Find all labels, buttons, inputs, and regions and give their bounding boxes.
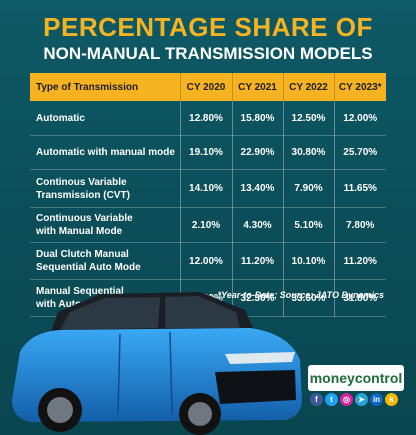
instagram-icon[interactable]: ◎ bbox=[340, 393, 353, 406]
header-cy2021: CY 2021 bbox=[232, 73, 284, 101]
cell-value: 7.90% bbox=[283, 169, 335, 208]
cell-value: 11.20% bbox=[232, 242, 284, 280]
cell-value: 19.10% bbox=[180, 135, 233, 170]
cell-value: 14.10% bbox=[180, 169, 233, 208]
koo-icon[interactable]: k bbox=[385, 393, 398, 406]
cell-value: 5.10% bbox=[283, 207, 335, 243]
cell-value: 4.30% bbox=[232, 207, 284, 243]
suv-car-illustration bbox=[12, 292, 302, 435]
table-header-row: Type of Transmission CY 2020 CY 2021 CY … bbox=[30, 73, 386, 101]
row-label: Continous Variable Transmission (CVT) bbox=[30, 169, 181, 208]
telegram-icon[interactable]: ➤ bbox=[355, 393, 368, 406]
cell-value: 33.60% bbox=[283, 279, 335, 317]
table-row: Continuous Variable with Manual Mode 2.10… bbox=[30, 207, 386, 243]
cell-value: 2.10% bbox=[180, 207, 233, 243]
cell-value: 12.00% bbox=[180, 242, 233, 280]
header-cy2023: CY 2023* bbox=[334, 73, 386, 101]
row-label: Automatic bbox=[30, 101, 181, 136]
cell-value: 11.65% bbox=[334, 169, 386, 208]
row-label: Continuous Variable with Manual Mode bbox=[30, 207, 181, 243]
row-label: Automatic with manual mode bbox=[30, 135, 181, 170]
table-row: Continous Variable Transmission (CVT) 14.… bbox=[30, 169, 386, 208]
cell-value: 12.80% bbox=[180, 101, 233, 136]
table-row: Automatic with manual mode 19.10% 22.90%… bbox=[30, 135, 386, 170]
cell-value: 13.40% bbox=[232, 169, 284, 208]
social-icons-bar: f t ◎ ➤ in k bbox=[310, 393, 398, 406]
transmission-share-table: Type of Transmission CY 2020 CY 2021 CY … bbox=[30, 73, 386, 317]
cell-value: 22.90% bbox=[232, 135, 284, 170]
cell-value: 11.20% bbox=[334, 242, 386, 280]
twitter-icon[interactable]: t bbox=[325, 393, 338, 406]
cell-value: 10.10% bbox=[283, 242, 335, 280]
cell-value: 15.80% bbox=[232, 101, 284, 136]
footnote: *Year-to-Date; Source: JATO Dynamics bbox=[217, 290, 384, 300]
row-label: Dual Clutch Manual Sequential Auto Mode bbox=[30, 242, 181, 280]
header-type: Type of Transmission bbox=[30, 73, 181, 101]
cell-value: 7.80% bbox=[334, 207, 386, 243]
cell-value: 31.80% bbox=[334, 279, 386, 317]
cell-value: 12.50% bbox=[283, 101, 335, 136]
table-row: Automatic 12.80% 15.80% 12.50% 12.00% bbox=[30, 101, 386, 136]
header-cy2020: CY 2020 bbox=[180, 73, 233, 101]
linkedin-icon[interactable]: in bbox=[370, 393, 383, 406]
header-cy2022: CY 2022 bbox=[283, 73, 335, 101]
moneycontrol-logo: moneycontrol bbox=[308, 365, 404, 391]
cell-value: 25.70% bbox=[334, 135, 386, 170]
cell-value: 30.80% bbox=[283, 135, 335, 170]
title-line-2: NON-MANUAL TRANSMISSION MODELS bbox=[43, 44, 373, 63]
table-row: Dual Clutch Manual Sequential Auto Mode 1… bbox=[30, 242, 386, 280]
facebook-icon[interactable]: f bbox=[310, 393, 323, 406]
cell-value: 12.00% bbox=[334, 101, 386, 136]
title-line-1: PERCENTAGE SHARE OF bbox=[43, 12, 373, 42]
